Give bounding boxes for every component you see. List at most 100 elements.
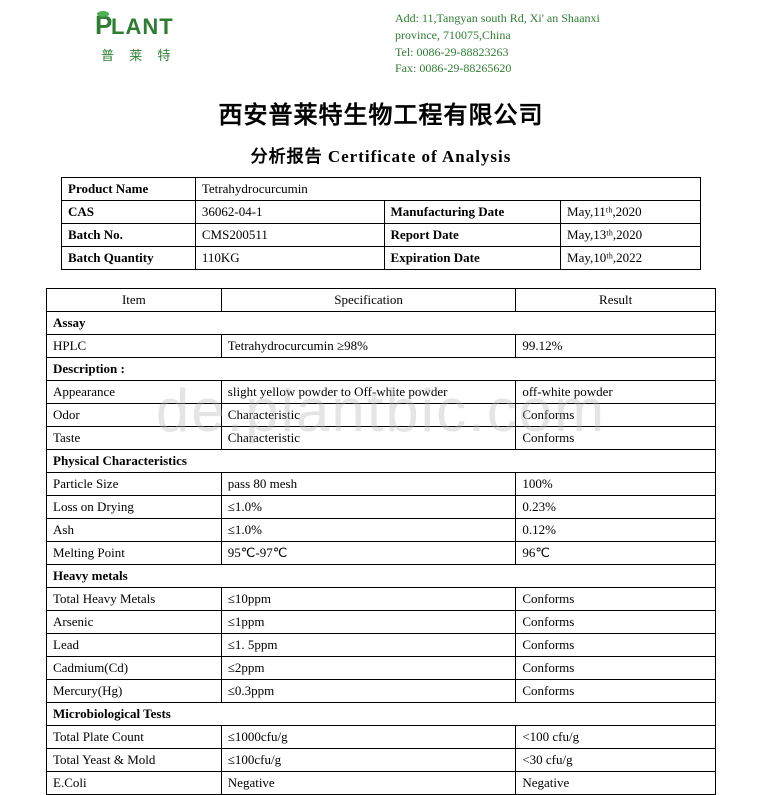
- spec-row: OdorCharacteristicConforms: [47, 404, 716, 427]
- info-row: Batch Quantity110KGExpiration DateMay,10…: [62, 247, 701, 270]
- spec-result: 99.12%: [516, 335, 716, 358]
- doc-title: 分析报告 Certificate of Analysis: [0, 142, 762, 167]
- section-row: Assay: [47, 312, 716, 335]
- spec-result: <30 cfu/g: [516, 749, 716, 772]
- company-name: 西安普莱特生物工程有限公司: [0, 95, 762, 130]
- info-label: Manufacturing Date: [384, 201, 560, 224]
- info-label: Report Date: [384, 224, 560, 247]
- section-title: Microbiological Tests: [47, 703, 716, 726]
- section-row: Heavy metals: [47, 565, 716, 588]
- spec-spec: ≤2ppm: [221, 657, 516, 680]
- spec-item: Mercury(Hg): [47, 680, 222, 703]
- spec-row: Melting Point95℃-97℃96℃: [47, 542, 716, 565]
- contact-line: province, 710075,China: [395, 27, 600, 44]
- spec-item: Arsenic: [47, 611, 222, 634]
- spec-spec: Negative: [221, 772, 516, 795]
- spec-spec: ≤1000cfu/g: [221, 726, 516, 749]
- spec-spec: ≤0.3ppm: [221, 680, 516, 703]
- spec-header-row: Item Specification Result: [47, 289, 716, 312]
- header-item: Item: [47, 289, 222, 312]
- spec-row: Total Heavy Metals≤10ppmConforms: [47, 588, 716, 611]
- spec-result: off-white powder: [516, 381, 716, 404]
- spec-row: Ash≤1.0%0.12%: [47, 519, 716, 542]
- spec-row: Particle Sizepass 80 mesh100%: [47, 473, 716, 496]
- spec-item: HPLC: [47, 335, 222, 358]
- spec-spec: ≤100cfu/g: [221, 749, 516, 772]
- spec-row: Total Yeast & Mold≤100cfu/g<30 cfu/g: [47, 749, 716, 772]
- spec-spec: Characteristic: [221, 404, 516, 427]
- spec-result: <100 cfu/g: [516, 726, 716, 749]
- info-row: Product NameTetrahydrocurcumin: [62, 178, 701, 201]
- spec-item: Lead: [47, 634, 222, 657]
- header: P LANT 普 莱 特 Add: 11,Tangyan south Rd, X…: [0, 0, 762, 77]
- spec-item: Cadmium(Cd): [47, 657, 222, 680]
- spec-spec: ≤1.0%: [221, 496, 516, 519]
- spec-result: Conforms: [516, 427, 716, 450]
- spec-row: Lead≤1. 5ppmConforms: [47, 634, 716, 657]
- info-label: Batch Quantity: [62, 247, 196, 270]
- info-label: Expiration Date: [384, 247, 560, 270]
- spec-item: E.Coli: [47, 772, 222, 795]
- spec-spec: slight yellow powder to Off-white powder: [221, 381, 516, 404]
- spec-row: TasteCharacteristicConforms: [47, 427, 716, 450]
- spec-spec: ≤1. 5ppm: [221, 634, 516, 657]
- spec-item: Ash: [47, 519, 222, 542]
- info-value: Tetrahydrocurcumin: [195, 178, 700, 201]
- spec-spec: Characteristic: [221, 427, 516, 450]
- spec-item: Odor: [47, 404, 222, 427]
- spec-spec: ≤1ppm: [221, 611, 516, 634]
- section-title: Physical Characteristics: [47, 450, 716, 473]
- spec-spec: Tetrahydrocurcumin ≥98%: [221, 335, 516, 358]
- spec-spec: ≤10ppm: [221, 588, 516, 611]
- contact-line: Tel: 0086-29-88823263: [395, 44, 600, 61]
- spec-result: 100%: [516, 473, 716, 496]
- spec-spec: ≤1.0%: [221, 519, 516, 542]
- section-title: Heavy metals: [47, 565, 716, 588]
- spec-item: Particle Size: [47, 473, 222, 496]
- spec-row: Total Plate Count≤1000cfu/g<100 cfu/g: [47, 726, 716, 749]
- spec-item: Appearance: [47, 381, 222, 404]
- info-label: Batch No.: [62, 224, 196, 247]
- logo: P LANT 普 莱 特: [95, 10, 205, 77]
- spec-result: Conforms: [516, 634, 716, 657]
- section-row: Physical Characteristics: [47, 450, 716, 473]
- spec-result: 0.12%: [516, 519, 716, 542]
- info-value: May,13ᵗʰ,2020: [561, 224, 701, 247]
- spec-item: Total Yeast & Mold: [47, 749, 222, 772]
- spec-row: E.ColiNegativeNegative: [47, 772, 716, 795]
- spec-row: Mercury(Hg)≤0.3ppmConforms: [47, 680, 716, 703]
- spec-result: 96℃: [516, 542, 716, 565]
- spec-row: HPLCTetrahydrocurcumin ≥98%99.12%: [47, 335, 716, 358]
- section-row: Microbiological Tests: [47, 703, 716, 726]
- info-value: May,10ᵗʰ,2022: [561, 247, 701, 270]
- spec-result: 0.23%: [516, 496, 716, 519]
- spec-item: Loss on Drying: [47, 496, 222, 519]
- spec-item: Taste: [47, 427, 222, 450]
- info-row: CAS36062-04-1Manufacturing DateMay,11ᵗʰ,…: [62, 201, 701, 224]
- spec-item: Total Plate Count: [47, 726, 222, 749]
- section-row: Description :: [47, 358, 716, 381]
- spec-item: Total Heavy Metals: [47, 588, 222, 611]
- contact-line: Fax: 0086-29-88265620: [395, 60, 600, 77]
- info-table: Product NameTetrahydrocurcuminCAS36062-0…: [61, 177, 701, 270]
- spec-result: Conforms: [516, 680, 716, 703]
- contact-line: Add: 11,Tangyan south Rd, Xi' an Shaanxi: [395, 10, 600, 27]
- spec-row: Loss on Drying≤1.0%0.23%: [47, 496, 716, 519]
- logo-main: P LANT: [95, 10, 205, 47]
- section-title: Assay: [47, 312, 716, 335]
- info-value: 110KG: [195, 247, 384, 270]
- section-title: Description :: [47, 358, 716, 381]
- spec-table: Item Specification Result AssayHPLCTetra…: [46, 288, 716, 795]
- spec-result: Conforms: [516, 404, 716, 427]
- spec-item: Melting Point: [47, 542, 222, 565]
- spec-row: Cadmium(Cd)≤2ppmConforms: [47, 657, 716, 680]
- spec-result: Negative: [516, 772, 716, 795]
- info-label: Product Name: [62, 178, 196, 201]
- info-row: Batch No.CMS200511Report DateMay,13ᵗʰ,20…: [62, 224, 701, 247]
- info-value: May,11ᵗʰ,2020: [561, 201, 701, 224]
- info-label: CAS: [62, 201, 196, 224]
- spec-spec: 95℃-97℃: [221, 542, 516, 565]
- svg-text:LANT: LANT: [111, 14, 174, 39]
- spec-spec: pass 80 mesh: [221, 473, 516, 496]
- contact-info: Add: 11,Tangyan south Rd, Xi' an Shaanxi…: [395, 10, 600, 77]
